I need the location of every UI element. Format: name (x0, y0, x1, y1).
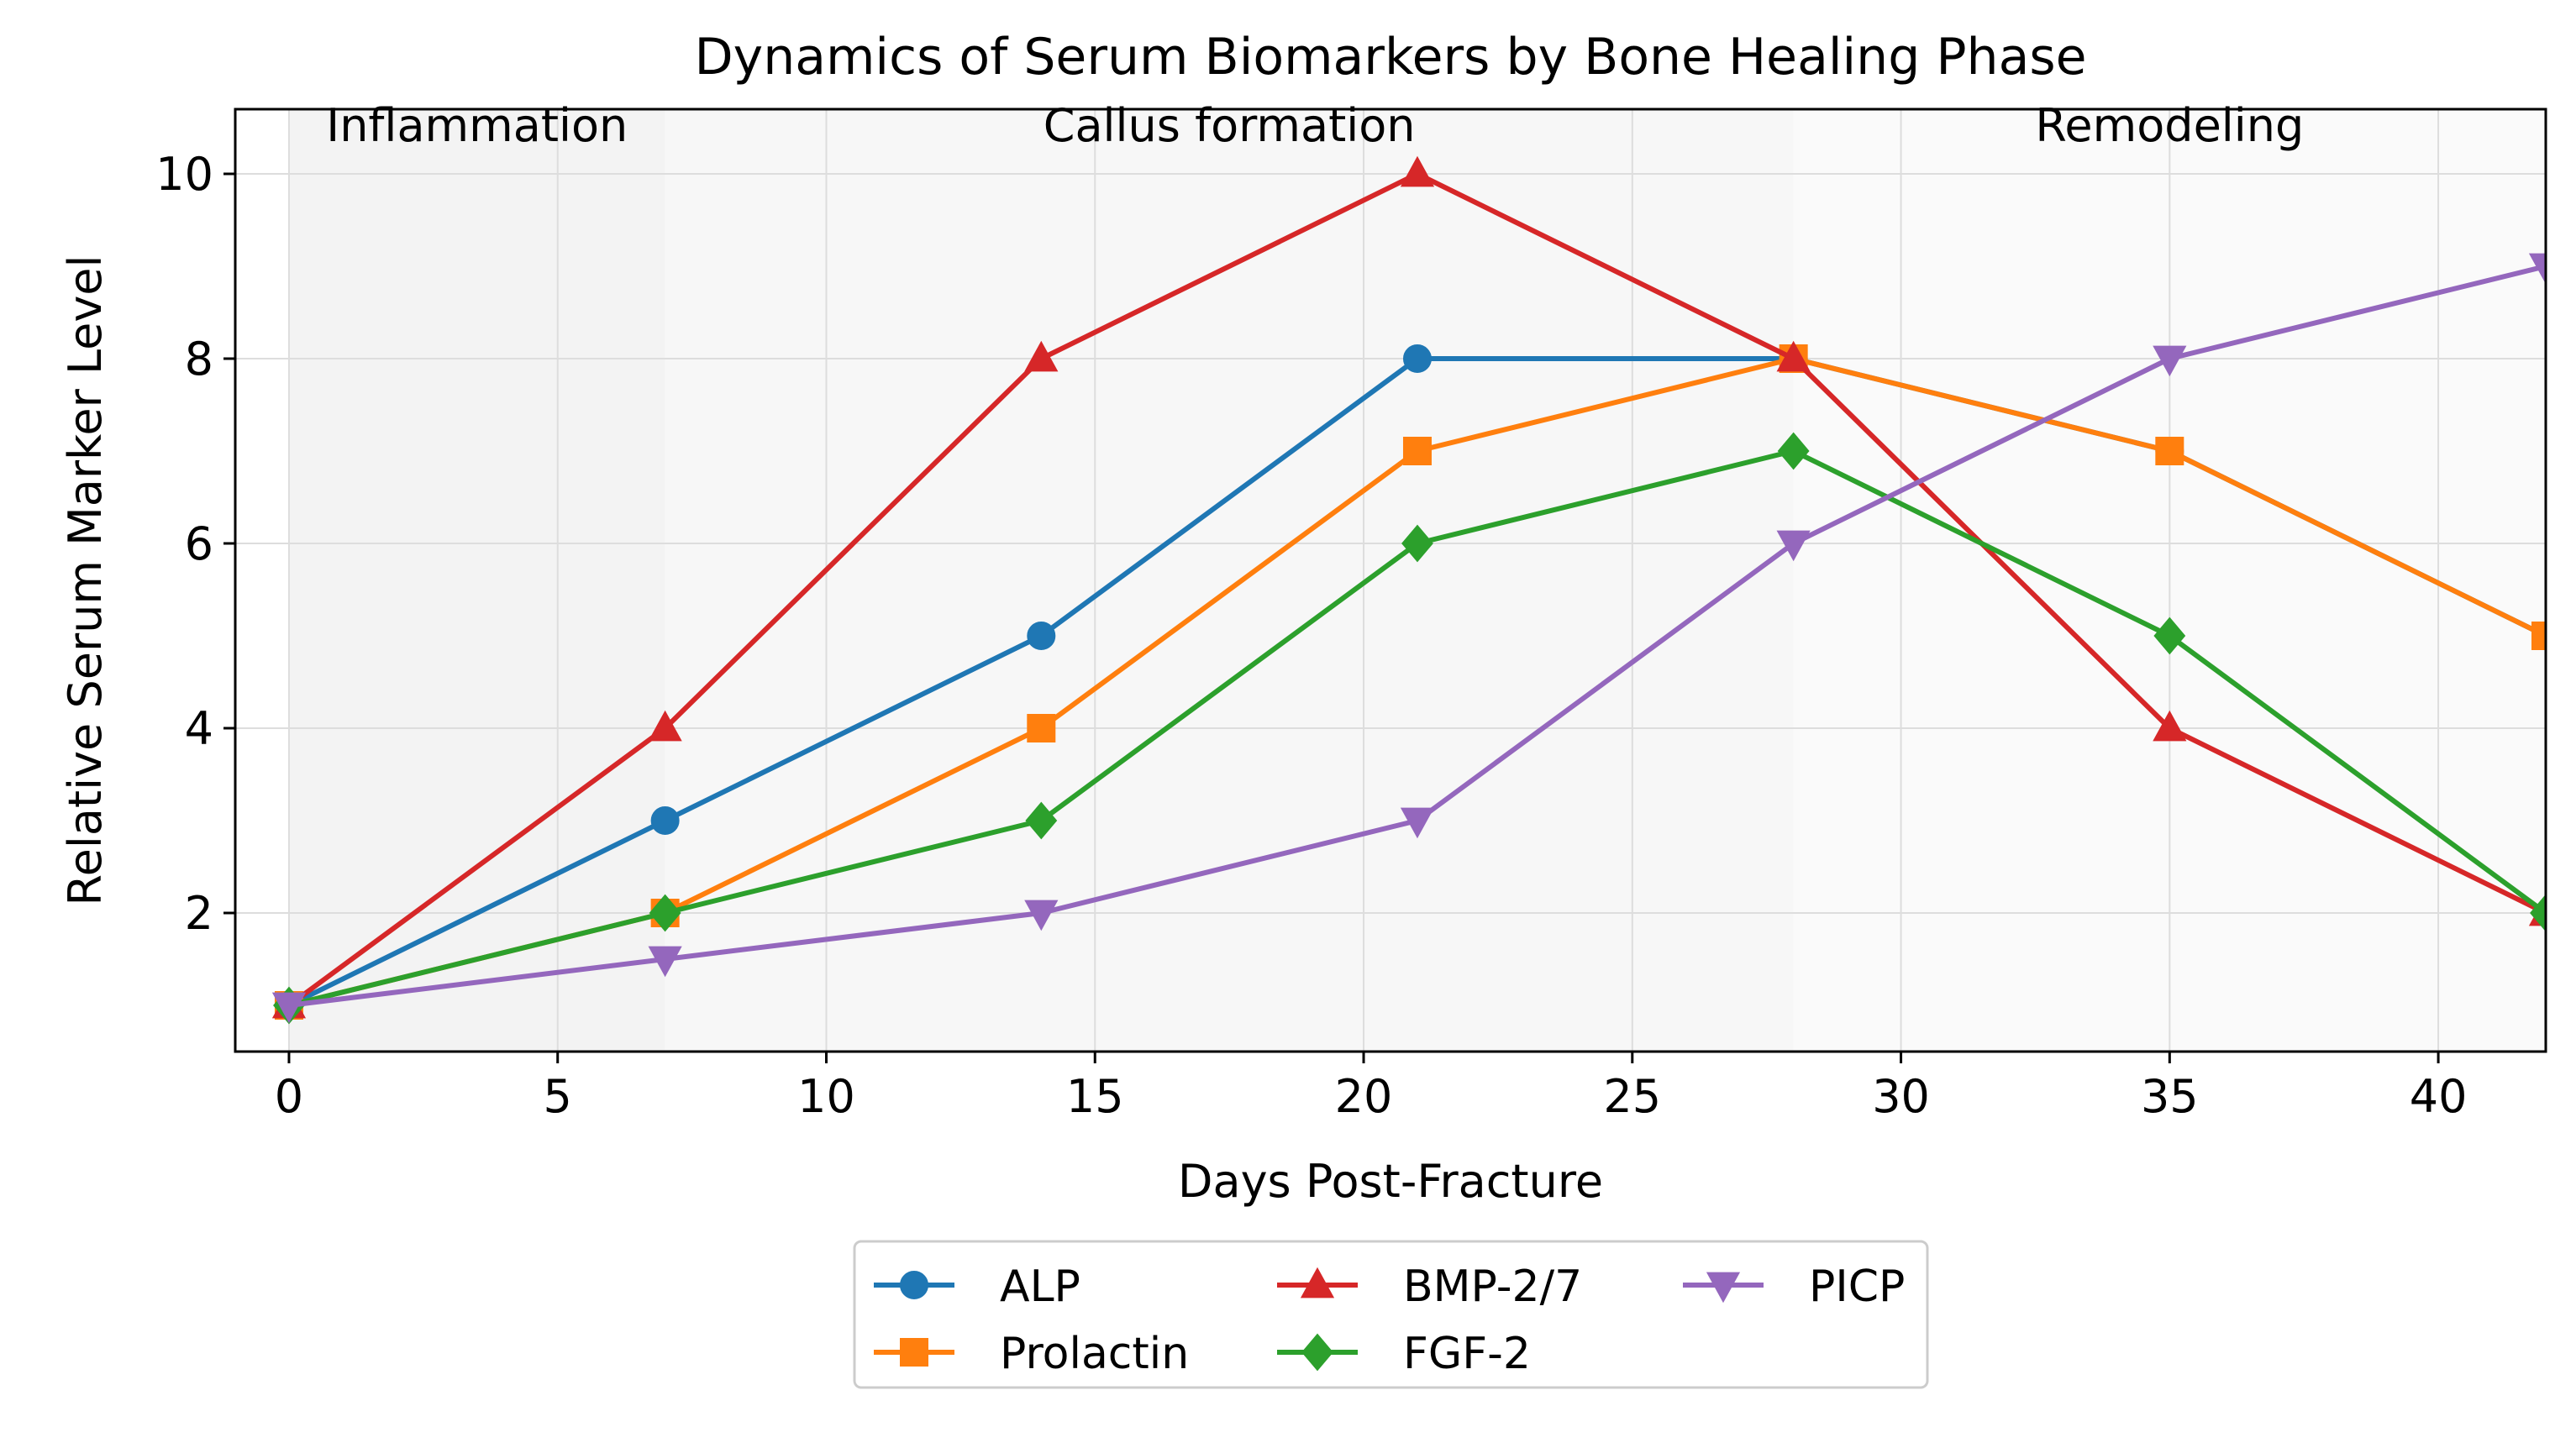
y-axis-label: Relative Serum Marker Level (59, 255, 112, 906)
y-tick-label: 6 (185, 517, 213, 570)
legend-label: Prolactin (1000, 1329, 1189, 1379)
x-tick-label: 10 (797, 1070, 855, 1123)
data-point (2153, 345, 2187, 377)
legend-marker (1706, 1272, 1741, 1304)
x-tick-label: 30 (1872, 1070, 1930, 1123)
x-tick-label: 40 (2410, 1070, 2468, 1123)
chart-title: Dynamics of Serum Biomarkers by Bone Hea… (694, 28, 2086, 87)
data-point (1400, 807, 1435, 839)
data-point (2153, 616, 2186, 655)
legend-marker (900, 1271, 928, 1299)
grid-lines (235, 109, 2546, 1052)
data-point (271, 992, 307, 1024)
x-axis-label: Days Post-Fracture (1178, 1155, 1603, 1208)
data-point (2155, 437, 2184, 465)
data-point (1777, 432, 1810, 470)
legend-item: ALP (874, 1262, 1080, 1312)
data-point (1400, 155, 1435, 187)
series-3 (273, 432, 2546, 1025)
data-point (650, 806, 680, 835)
y-axis-ticks: 2 4 6 8 10 (155, 148, 235, 940)
x-tick-label: 25 (1603, 1070, 1661, 1123)
legend-marker (1301, 1333, 1333, 1372)
y-tick-label: 8 (185, 333, 213, 386)
x-axis-ticks: 0 5 10 15 20 25 30 35 40 (275, 1052, 2468, 1123)
data-point (2528, 253, 2546, 285)
phase-label: Callus formation (1044, 99, 1416, 152)
phase-labels: Inflammation Callus formation Remodeling (326, 99, 2304, 152)
legend-label: ALP (1000, 1262, 1080, 1312)
legend-item: PICP (1683, 1262, 1905, 1312)
data-point (2153, 710, 2187, 742)
legend: ALP Prolactin BMP-2/7 FGF-2 PICP (853, 1240, 1929, 1389)
y-tick-label: 2 (185, 887, 213, 940)
data-point (1402, 437, 1432, 465)
legend-label: BMP-2/7 (1403, 1262, 1582, 1312)
x-tick-label: 5 (544, 1070, 572, 1123)
phase-band-0 (288, 109, 665, 1052)
x-tick-label: 0 (275, 1070, 303, 1123)
data-point (1776, 530, 1811, 562)
data-point (1025, 801, 1058, 840)
data-point (1401, 524, 1433, 563)
legend-marker (1300, 1267, 1335, 1298)
phase-label: Remodeling (2035, 99, 2304, 152)
data-point (648, 946, 682, 978)
data-point (1027, 714, 1056, 742)
legend-marker (900, 1338, 928, 1367)
legend-label: FGF-2 (1403, 1329, 1531, 1379)
phase-backgrounds (288, 109, 2546, 1052)
series-4 (271, 253, 2546, 1024)
plot-frame (234, 108, 2547, 1053)
data-point (649, 894, 681, 932)
phase-label: Inflammation (326, 99, 628, 152)
data-point (1027, 622, 1056, 650)
x-tick-label: 15 (1066, 1070, 1124, 1123)
data-point (2531, 622, 2546, 650)
data-point (1024, 340, 1059, 372)
legend-item: BMP-2/7 (1277, 1262, 1582, 1312)
x-tick-label: 20 (1335, 1070, 1393, 1123)
x-tick-label: 35 (2141, 1070, 2199, 1123)
legend-item: Prolactin (874, 1329, 1189, 1379)
data-point (1024, 900, 1059, 931)
series-layer (271, 155, 2546, 1025)
data-point (2530, 894, 2546, 932)
data-point (1776, 340, 1811, 372)
legend-box (853, 1240, 1929, 1389)
y-tick-label: 10 (155, 148, 213, 201)
legend-item: FGF-2 (1277, 1329, 1531, 1379)
data-point (648, 710, 682, 742)
phase-band-1 (665, 109, 1794, 1052)
data-point (1402, 344, 1432, 373)
y-tick-label: 4 (185, 702, 213, 755)
legend-label: PICP (1809, 1262, 1905, 1312)
